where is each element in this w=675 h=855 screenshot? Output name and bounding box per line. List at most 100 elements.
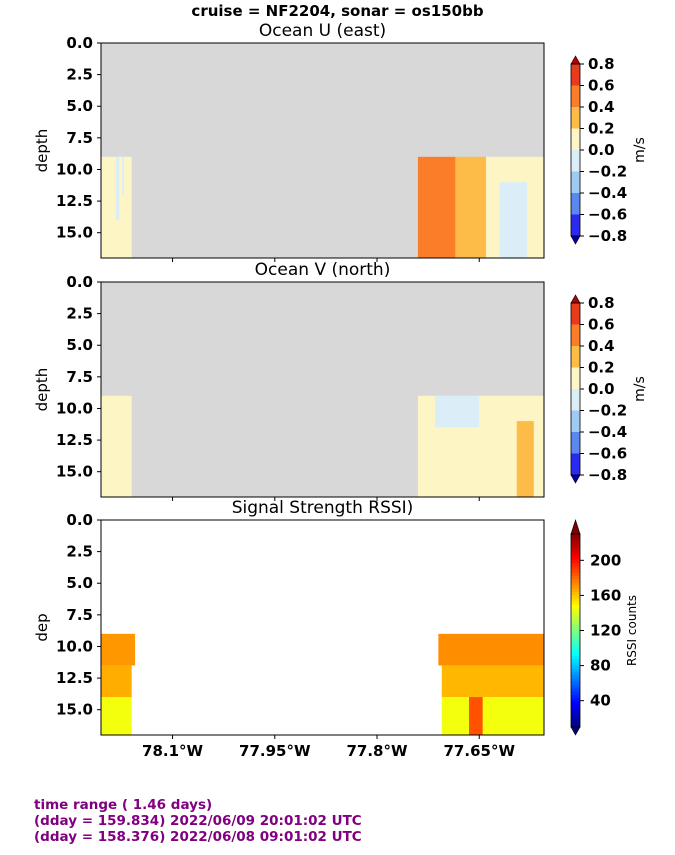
y-tick-label: 10.0 [56, 637, 93, 655]
x-tick-label: 78.1°W [142, 742, 204, 760]
colorbar-gradient-step [571, 633, 580, 638]
rssi-cell [469, 697, 483, 735]
colorbar-gradient-step [571, 640, 580, 644]
colorbar-gradient-step [571, 653, 580, 657]
colorbar-gradient-step [571, 598, 580, 603]
colorbar-gradient-step [571, 694, 580, 699]
colorbar-gradient-step [571, 569, 580, 574]
data-cell [417, 156, 456, 258]
colorbar-band [571, 324, 580, 346]
axes-frame [100, 519, 545, 736]
colorbar-band [571, 367, 580, 389]
colorbar-band [571, 453, 580, 475]
colorbar-tick-label: −0.8 [588, 466, 627, 484]
colorbar-tick-label: −0.4 [588, 184, 627, 202]
y-tick-label: 2.5 [66, 66, 93, 84]
data-cell [122, 156, 125, 195]
colorbar-gradient-step [571, 546, 580, 551]
colorbar-gradient-step [571, 691, 580, 696]
colorbar-extend-top [570, 294, 581, 304]
colorbar-gradient-step [571, 649, 580, 654]
colorbar-gradient-step [571, 698, 580, 702]
colorbar-gradient-step [571, 550, 580, 554]
colorbar-tick-label: 120 [590, 622, 621, 640]
colorbar-gradient-step [571, 636, 580, 641]
colorbar-gradient-step [571, 678, 580, 683]
y-tick-label: 0.0 [66, 34, 93, 52]
data-cell [434, 395, 480, 428]
panel-title: Signal Strength RSSI) [232, 498, 414, 518]
colorbar-band [571, 150, 580, 172]
y-tick-label: 5.0 [66, 97, 93, 115]
y-tick-label: 0.0 [66, 511, 93, 529]
rssi-cell [101, 633, 136, 666]
time-range-line: time range ( 1.46 days) [34, 797, 213, 813]
rssi-cell [438, 633, 544, 666]
colorbar-extend-top [570, 55, 581, 65]
time-range-footer: time range ( 1.46 days) (dday = 159.834)… [34, 797, 362, 845]
colorbar-gradient-step [571, 566, 580, 570]
colorbar-gradient-step [571, 537, 580, 542]
colorbar-label: RSSI counts [625, 595, 639, 666]
colorbar-gradient-step [571, 672, 580, 677]
colorbar-tick-label: 200 [590, 551, 621, 569]
colorbar-band [571, 432, 580, 454]
colorbar-gradient-step [571, 665, 580, 670]
y-tick-label: 10.0 [56, 160, 93, 178]
data-cell [516, 421, 534, 497]
y-tick-label: 7.5 [66, 368, 93, 386]
colorbar-gradient-step [571, 562, 580, 567]
colorbar-gradient-step [571, 614, 580, 619]
y-tick-label: 15.0 [56, 463, 93, 481]
panel-title: Ocean V (north) [255, 260, 391, 280]
x-tick-label: 77.95°W [239, 742, 311, 760]
colorbar-tick-label: −0.6 [588, 445, 627, 463]
y-axis-label: depth [33, 129, 51, 173]
colorbar-gradient-step [571, 707, 580, 712]
y-tick-label: 5.0 [66, 336, 93, 354]
data-cell [101, 395, 132, 497]
y-tick-label: 12.5 [56, 431, 93, 449]
y-axis-label: depth [33, 368, 51, 412]
colorbar-gradient-step [571, 720, 580, 725]
colorbar-gradient-step [571, 588, 580, 593]
colorbar-gradient-step [571, 595, 580, 599]
colorbar-tick-label: 0.8 [588, 294, 615, 312]
colorbar-gradient-step [571, 717, 580, 722]
colorbar-tick-label: 0.0 [588, 141, 615, 159]
y-tick-label: 10.0 [56, 399, 93, 417]
colorbar-gradient-step [571, 688, 580, 693]
data-cell [115, 156, 120, 221]
rssi-cell [441, 697, 544, 735]
colorbar-gradient-step [571, 701, 580, 706]
colorbar-gradient-step [571, 543, 580, 548]
colorbar-tick-label: 0.8 [588, 55, 615, 73]
colorbar-tick-label: −0.6 [588, 206, 627, 224]
axes-frame [100, 42, 545, 259]
y-tick-label: 0.0 [66, 273, 93, 291]
y-tick-label: 5.0 [66, 574, 93, 592]
y-axis-label: dep [33, 613, 51, 641]
y-tick-label: 15.0 [56, 224, 93, 242]
colorbar-gradient-step [571, 714, 580, 718]
colorbar-gradient-step [571, 572, 580, 577]
colorbar-band [571, 107, 580, 129]
colorbar-tick-label: 0.6 [588, 316, 615, 334]
colorbar-extend-bottom [570, 726, 581, 736]
rssi-cell [101, 665, 132, 698]
y-tick-label: 2.5 [66, 305, 93, 323]
y-tick-label: 2.5 [66, 543, 93, 561]
colorbar-band [571, 193, 580, 215]
colorbar-tick-label: 0.6 [588, 77, 615, 95]
rssi-cell [101, 697, 132, 735]
colorbar-gradient-step [571, 611, 580, 616]
axes-frame [100, 281, 545, 498]
colorbar-gradient-step [571, 585, 580, 590]
colorbar-tick-label: 160 [590, 586, 621, 604]
colorbar-gradient-step [571, 607, 580, 612]
colorbar-gradient-step [571, 553, 580, 558]
colorbar-band [571, 346, 580, 368]
colorbar-tick-label: 80 [590, 657, 611, 675]
colorbar-gradient-step [571, 675, 580, 680]
